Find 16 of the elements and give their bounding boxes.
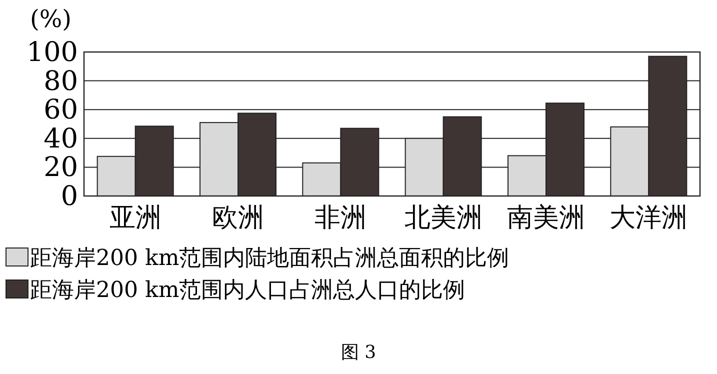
y-tick-label: 100 bbox=[26, 37, 78, 68]
legend-label: 距海岸200 km范围内陆地面积占洲总面积的比例 bbox=[30, 246, 510, 271]
y-tick-label: 40 bbox=[44, 123, 78, 154]
legend-label: 距海岸200 km范围内人口占洲总人口的比例 bbox=[30, 278, 466, 303]
y-tick-label: 60 bbox=[44, 94, 78, 126]
x-tick-label: 欧洲 bbox=[212, 203, 264, 233]
caption: 图 3 bbox=[340, 342, 376, 363]
x-tick-label: 北美洲 bbox=[404, 203, 482, 233]
x-tick-label: 南美洲 bbox=[507, 203, 585, 233]
y-tick-label: 20 bbox=[44, 152, 78, 184]
y-tick-label: 80 bbox=[44, 66, 78, 97]
x-tick-label: 非洲 bbox=[314, 203, 367, 233]
x-tick-label: 亚洲 bbox=[109, 203, 162, 233]
x-tick-label: 大洋洲 bbox=[610, 203, 688, 233]
y-tick-label: 0 bbox=[60, 181, 78, 212]
y-axis-title: (%) bbox=[30, 5, 72, 33]
